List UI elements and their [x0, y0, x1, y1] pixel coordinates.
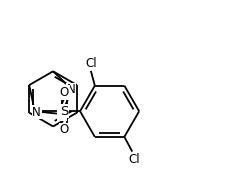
Text: N: N	[67, 83, 76, 96]
Text: O: O	[60, 123, 69, 136]
Text: N: N	[58, 108, 67, 121]
Text: Cl: Cl	[85, 56, 97, 70]
Text: S: S	[60, 105, 69, 118]
Text: N: N	[32, 106, 41, 119]
Text: Cl: Cl	[128, 153, 140, 166]
Text: O: O	[60, 86, 69, 99]
